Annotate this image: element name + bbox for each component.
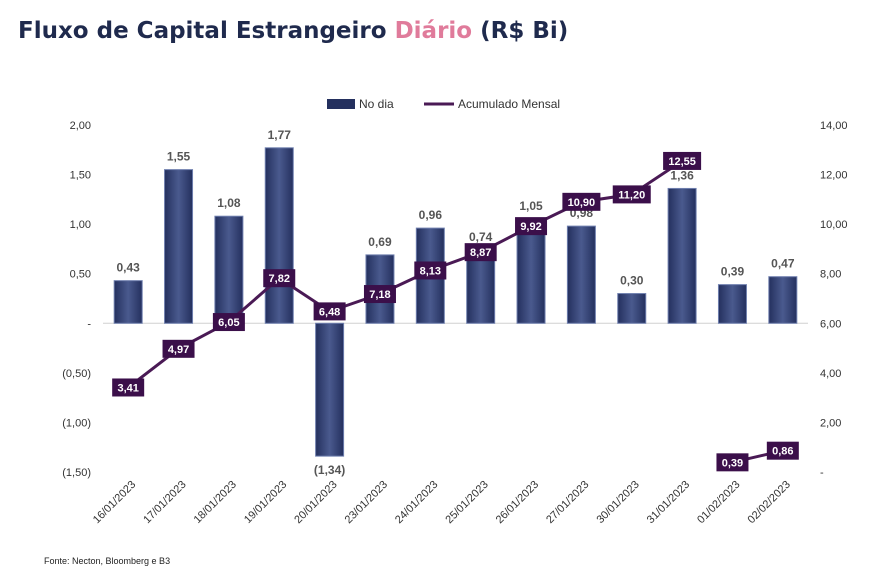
line-data-label: 11,20 (618, 189, 645, 201)
line-data-label-box (663, 151, 702, 170)
bar-data-label: 1,55 (167, 150, 191, 164)
x-axis-tick-label: 19/01/2023 (242, 479, 289, 526)
line-data-label-box (363, 285, 396, 304)
right-axis-tick-label: 8,00 (820, 269, 841, 281)
x-axis-tick-label: 17/01/2023 (141, 479, 188, 526)
chart-title-unit: (R$ Bi) (472, 18, 569, 44)
bar-data-label: 1,08 (217, 196, 241, 210)
left-axis-tick-label: (1,50) (62, 467, 91, 479)
source-note: Fonte: Necton, Bloomberg e B3 (44, 556, 171, 566)
legend-label-line: Acumulado Mensal (458, 97, 560, 111)
left-axis-tick-label: - (87, 318, 91, 330)
x-axis-tick-label: 31/01/2023 (645, 479, 692, 526)
bar (264, 147, 294, 324)
bar-data-label: 0,43 (116, 261, 140, 275)
bar (214, 215, 244, 324)
x-axis-tick-label: 30/01/2023 (594, 479, 641, 526)
line-data-label: 7,82 (269, 273, 290, 285)
bar-data-label: 0,74 (469, 230, 493, 244)
line-data-label-box (515, 217, 548, 236)
line-data-label: 7,18 (369, 289, 390, 301)
bar-data-label: 0,39 (721, 265, 745, 279)
x-axis-tick-label: 26/01/2023 (494, 479, 541, 526)
bar (516, 218, 546, 324)
x-axis-tick-label: 25/01/2023 (443, 479, 490, 526)
bar (768, 276, 798, 324)
line-data-label-box (562, 192, 601, 211)
line-data-label-box (212, 313, 245, 332)
x-axis-tick-label: 01/02/2023 (695, 479, 742, 526)
right-axis-tick-label: 2,00 (820, 417, 841, 429)
right-axis-tick-label: 10,00 (820, 219, 848, 231)
bar (113, 280, 143, 324)
line-data-label: 6,48 (319, 306, 340, 318)
bar (164, 169, 194, 324)
line-data-label: 3,41 (117, 382, 138, 394)
right-axis-tick-label: - (820, 467, 824, 479)
x-axis-tick-label: 23/01/2023 (343, 479, 390, 526)
line-data-label: 12,55 (668, 156, 696, 168)
right-axis-tick-label: 6,00 (820, 318, 841, 330)
line-data-label: 10,90 (568, 197, 596, 209)
line-data-label: 0,86 (772, 446, 793, 458)
x-axis-tick-label: 16/01/2023 (91, 479, 138, 526)
line-data-label-box (464, 243, 497, 262)
line-data-label: 6,05 (218, 317, 239, 329)
bar (667, 187, 697, 324)
line-data-label-box (313, 302, 346, 321)
line-data-label: 8,87 (470, 247, 491, 259)
legend-swatch-bar (327, 99, 355, 109)
bar (617, 293, 647, 324)
x-axis-tick-label: 24/01/2023 (393, 479, 440, 526)
bar-data-label: 0,30 (620, 274, 644, 288)
bar-data-label: 0,47 (771, 257, 795, 271)
x-axis-tick-label: 27/01/2023 (544, 479, 591, 526)
bar-data-label: 0,69 (368, 235, 392, 249)
bar (717, 284, 747, 324)
line-data-label-box (263, 269, 296, 288)
line-data-label-box (112, 378, 145, 397)
line-data-label: 0,39 (722, 457, 743, 469)
bar-data-label: 0,96 (419, 208, 443, 222)
bar (315, 322, 345, 457)
line-data-label-box (766, 441, 799, 460)
bar-data-label: 1,36 (670, 168, 694, 182)
line-data-label-box (612, 185, 651, 204)
right-axis-tick-label: 14,00 (820, 120, 848, 132)
bar-data-label: 1,05 (519, 199, 543, 213)
line-data-label-box (162, 339, 195, 358)
x-axis-tick-label: 18/01/2023 (192, 479, 239, 526)
right-axis-tick-label: 4,00 (820, 368, 841, 380)
left-axis-tick-label: 0,50 (70, 269, 91, 281)
line-data-label: 9,92 (520, 221, 541, 233)
line-data-label-box (716, 453, 749, 472)
left-axis-tick-label: (1,00) (62, 417, 91, 429)
left-axis-tick-label: 1,50 (70, 170, 91, 182)
bar (566, 225, 596, 324)
x-axis-tick-label: 02/02/2023 (746, 479, 793, 526)
left-axis-tick-label: (0,50) (62, 368, 91, 380)
bar-data-label: (1,34) (314, 463, 345, 477)
bar (466, 249, 496, 324)
legend-label-bar: No dia (359, 97, 394, 111)
line-data-label: 4,97 (168, 344, 189, 356)
chart-title-accent: Diário (394, 18, 473, 44)
right-axis-tick-label: 12,00 (820, 170, 848, 182)
line-data-label-box (414, 261, 447, 280)
x-axis-tick-label: 20/01/2023 (292, 479, 339, 526)
left-axis-tick-label: 1,00 (70, 219, 91, 231)
bar-data-label: 1,77 (268, 128, 292, 142)
chart-title-main: Fluxo de Capital Estrangeiro (18, 18, 395, 44)
left-axis-tick-label: 2,00 (70, 120, 91, 132)
line-data-label: 8,13 (420, 265, 441, 277)
chart-title: Fluxo de Capital Estrangeiro Diário (R$ … (18, 18, 568, 44)
